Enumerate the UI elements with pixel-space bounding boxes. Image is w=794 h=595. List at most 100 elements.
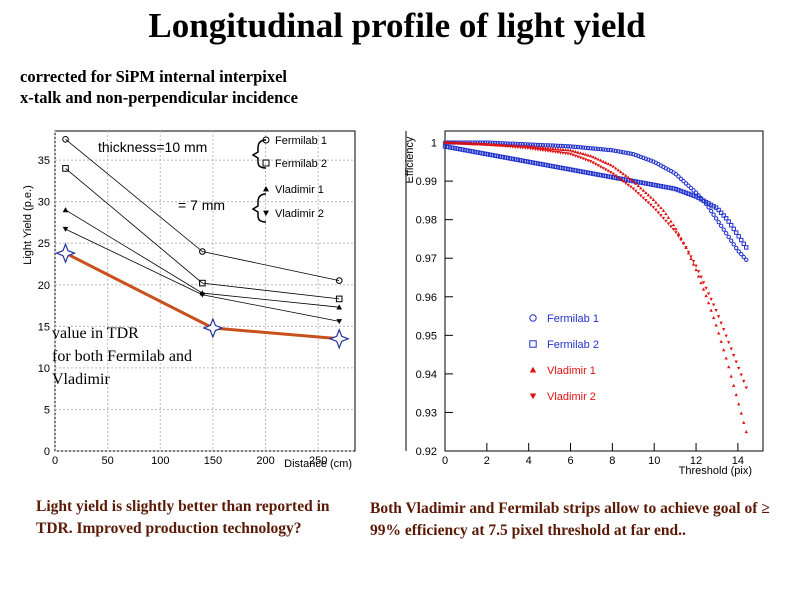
right-point [673,186,679,192]
right-point [714,308,718,313]
right-point [726,365,731,369]
right-point [543,162,548,168]
right-point [646,181,651,187]
right-point [462,147,468,153]
tdr-note-line-3: Vladimir [52,371,110,388]
right-x-tick-label: 2 [484,455,490,467]
right-point [586,153,590,157]
right-point [528,159,533,165]
right-point [658,184,664,189]
right-point [598,146,603,152]
right-point [691,188,696,193]
right-point [719,339,723,343]
right-point [477,150,483,156]
right-point [711,303,716,307]
right-point [689,256,693,261]
right-point [699,275,703,279]
right-point [608,174,613,180]
right-point [729,374,733,378]
left-chart-grid [54,131,355,452]
right-point [520,158,526,163]
left-point [335,295,343,303]
left-series-line [65,168,340,300]
right-point [596,157,600,161]
right-point [603,160,608,164]
right-point [588,146,593,151]
right-chart-ticks: 0 2 4 6 8 10 12 14 0.92 0.93 0.94 0.95 0.96 0.97 0.98 0… [416,138,744,467]
right-point [726,341,731,345]
right-point [726,234,731,240]
right-point [633,152,638,158]
right-y-tick-label: 0.97 [416,253,437,265]
right-point [673,171,679,177]
right-point [531,147,535,151]
right-point [556,147,560,151]
page-title: Longitudinal profile of light yield [148,6,646,45]
right-point [498,154,503,159]
right-point [661,184,666,189]
right-point [623,150,628,155]
right-chart-series [442,140,749,434]
right-point [732,354,736,358]
right-point [676,234,681,238]
left-legend: thickness=10 mm = 7 mm Fermilab 1 Fermila… [98,135,327,223]
right-point [495,153,500,159]
left-y-tick-label: 20 [38,280,50,292]
right-point [704,286,708,290]
right-point [575,144,581,150]
right-point [591,161,595,165]
right-point [641,180,646,186]
right-point [708,208,714,214]
right-point [536,148,540,152]
right-point [526,146,530,150]
right-x-axis-label: Threshold (pix) [679,465,752,477]
right-point [598,158,603,162]
right-point [721,328,726,332]
right-point [742,420,746,424]
right-point [608,171,613,175]
right-point [641,155,646,161]
right-point [611,164,615,168]
right-point [669,219,673,223]
right-legend: Fermilab 1 Fermilab 2 Vladimir 1 Vladimir 2 [529,313,599,403]
right-point [482,151,488,157]
right-point [578,169,583,174]
right-point [613,148,618,154]
left-x-tick-label: 200 [256,455,274,467]
right-point [656,183,661,188]
right-point [618,149,623,155]
right-point [737,402,741,406]
right-point [739,411,743,415]
right-point [513,157,518,162]
right-point [624,181,628,185]
right-point [653,183,659,188]
right-point [621,180,625,184]
legend-thickness-7: = 7 mm [178,197,225,213]
right-point [468,142,472,146]
right-point [706,301,711,305]
right-point [671,223,676,227]
right-point [531,145,535,149]
right-point [538,145,543,149]
right-point [553,150,558,154]
right-point [656,211,661,215]
right-point [478,142,482,146]
right-legend-label: Fermilab 1 [547,313,599,325]
right-point [480,151,485,156]
left-point [336,319,343,325]
right-point [744,245,749,250]
right-point [485,152,490,157]
right-point [538,161,543,167]
right-point [736,234,741,239]
right-point [513,145,517,149]
right-point [516,145,520,150]
right-point [668,185,674,191]
right-point [674,227,678,231]
right-point [593,162,598,166]
right-point [580,169,586,175]
right-point [548,149,553,154]
right-point [659,206,663,210]
right-x-tick-label: 12 [690,455,702,467]
left-x-axis-label: Distance (cm) [284,458,352,470]
right-point [641,196,646,200]
